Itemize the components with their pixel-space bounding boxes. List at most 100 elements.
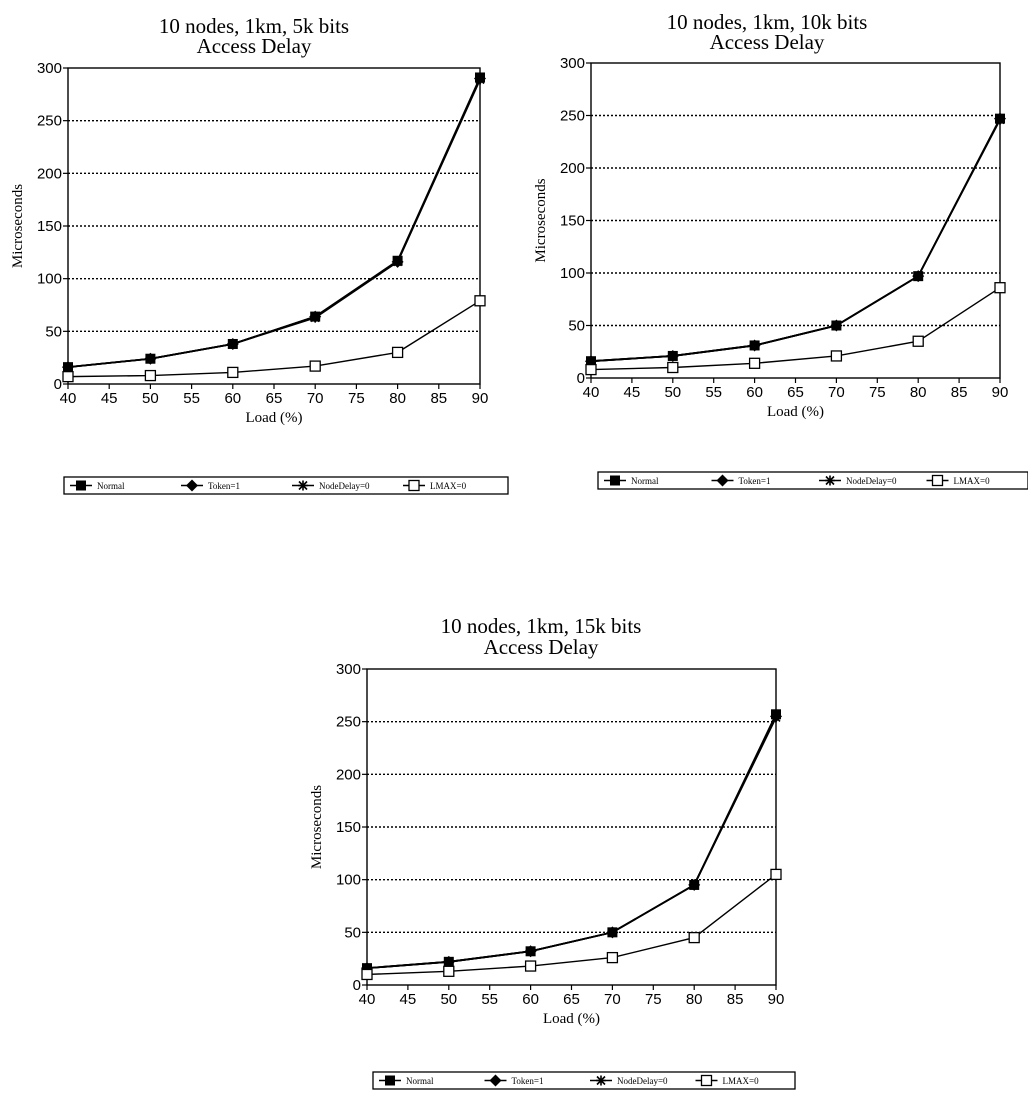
- data-point: [309, 360, 321, 372]
- legend-marker-filled-diamond-icon: [186, 479, 198, 492]
- chart-title: 10 nodes, 1km, 10k bits: [667, 10, 868, 34]
- legend-label: Token=1: [208, 481, 240, 491]
- legend-frame: [372, 1071, 796, 1090]
- y-axis-label: Microseconds: [533, 178, 549, 262]
- series-normal: [63, 72, 485, 373]
- y-tick-label: 150: [37, 218, 62, 235]
- series-nodedelay-0: [586, 114, 1005, 367]
- x-tick-label: 90: [768, 991, 785, 1008]
- x-tick-label: 65: [266, 390, 283, 407]
- x-tick-label: 65: [787, 384, 804, 401]
- x-tick-label: 55: [183, 390, 200, 407]
- data-point: [995, 114, 1005, 125]
- series-line: [67, 79, 481, 369]
- legend-marker-open-square-icon: [931, 474, 944, 487]
- legend: Normal Token=1 NodeDelay=0 LMAX=0: [597, 471, 1028, 490]
- y-tick-label: 300: [37, 60, 62, 77]
- data-point: [607, 927, 618, 938]
- y-tick-label: 300: [336, 661, 361, 678]
- x-axis-label: Load (%): [245, 410, 302, 426]
- data-point: [831, 320, 842, 331]
- legend-item: Token=1: [181, 479, 240, 492]
- y-tick-label: 100: [336, 872, 361, 889]
- x-tick-label: 45: [624, 384, 641, 401]
- legend-frame: [597, 471, 1028, 490]
- series-token-1: [585, 112, 1006, 368]
- y-tick-label: 0: [577, 370, 585, 387]
- legend-marker-filled-diamond-icon: [716, 474, 729, 487]
- series-line: [67, 300, 481, 378]
- data-point: [362, 963, 372, 974]
- series-lmax-0: [361, 868, 782, 981]
- x-tick-label: 90: [992, 384, 1009, 401]
- legend: Normal Token=1 NodeDelay=0 LMAX=0: [372, 1071, 796, 1090]
- data-point: [688, 931, 700, 944]
- x-tick-label: 60: [746, 384, 763, 401]
- x-tick-label: 55: [481, 991, 498, 1008]
- y-tick-label: 150: [560, 213, 585, 230]
- legend-label: Normal: [631, 476, 659, 486]
- y-tick-label: 50: [45, 323, 62, 340]
- x-tick-label: 60: [224, 390, 241, 407]
- data-point: [145, 353, 156, 364]
- x-tick-label: 45: [101, 390, 118, 407]
- chart-subtitle: Access Delay: [484, 635, 599, 659]
- series-line: [590, 287, 1001, 371]
- data-point: [748, 357, 761, 369]
- legend-label: Token=1: [739, 476, 771, 486]
- x-tick-label: 40: [60, 390, 77, 407]
- data-point: [994, 282, 1006, 294]
- x-tick-label: 90: [472, 390, 489, 407]
- x-tick-label: 40: [359, 991, 376, 1008]
- data-point: [62, 370, 74, 383]
- x-tick-label: 55: [705, 384, 722, 401]
- x-tick-label: 85: [951, 384, 968, 401]
- legend-marker-filled-square-icon: [76, 480, 86, 491]
- series-token-1: [62, 72, 486, 374]
- data-point: [606, 951, 619, 964]
- legend-marker-open-square-icon: [700, 1074, 713, 1087]
- legend-marker-open-square-icon: [408, 479, 420, 492]
- data-point: [310, 312, 321, 323]
- y-tick-label: 50: [568, 318, 585, 335]
- x-tick-label: 60: [522, 991, 539, 1008]
- y-axis-label: Microseconds: [10, 184, 26, 268]
- legend: Normal Token=1 NodeDelay=0 LMAX=0: [63, 476, 509, 495]
- x-tick-label: 80: [686, 991, 703, 1008]
- data-point: [749, 340, 760, 351]
- series-nodedelay-0: [362, 712, 781, 974]
- data-point: [585, 363, 597, 376]
- legend-item: Token=1: [711, 474, 771, 487]
- x-tick-label: 65: [563, 991, 580, 1008]
- legend-item: LMAX=0: [926, 474, 990, 487]
- series-lmax-0: [62, 295, 486, 383]
- x-tick-label: 80: [389, 390, 406, 407]
- data-point: [667, 361, 679, 374]
- legend-label: Normal: [406, 1076, 434, 1086]
- legend-label: NodeDelay=0: [846, 476, 897, 486]
- data-point: [770, 868, 782, 881]
- data-point: [227, 366, 239, 379]
- data-point: [361, 968, 373, 981]
- y-tick-label: 150: [336, 819, 361, 836]
- x-tick-label: 50: [664, 384, 681, 401]
- legend-frame: [63, 476, 509, 495]
- x-axis-label: Load (%): [767, 404, 824, 420]
- chart-title: 10 nodes, 1km, 15k bits: [441, 614, 642, 638]
- legend-item: LMAX=0: [695, 1074, 759, 1087]
- x-tick-label: 80: [910, 384, 927, 401]
- data-point: [525, 946, 536, 957]
- data-point: [524, 960, 537, 972]
- legend-marker-star-icon: [298, 480, 308, 491]
- x-tick-label: 50: [142, 390, 159, 407]
- legend-item: NodeDelay=0: [819, 475, 897, 486]
- series-nodedelay-0: [63, 74, 485, 373]
- x-tick-label: 85: [727, 991, 744, 1008]
- legend-label: NodeDelay=0: [617, 1076, 668, 1086]
- legend-item: LMAX=0: [403, 479, 467, 492]
- legend-label: Token=1: [512, 1076, 544, 1086]
- x-tick-label: 50: [440, 991, 457, 1008]
